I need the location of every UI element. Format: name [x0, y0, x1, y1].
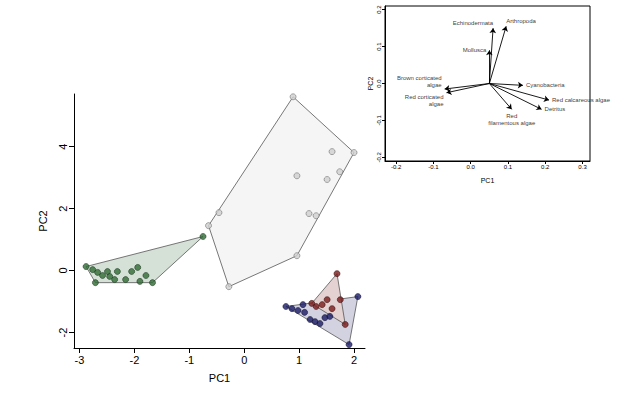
svg-text:0.0: 0.0	[376, 79, 382, 88]
svg-text:1: 1	[296, 354, 302, 366]
svg-text:Arthropoda: Arthropoda	[506, 18, 536, 24]
svg-text:PC2: PC2	[37, 210, 49, 231]
svg-text:0: 0	[57, 267, 69, 273]
svg-text:Cyanobacteria: Cyanobacteria	[526, 82, 565, 88]
svg-text:-3: -3	[75, 354, 85, 366]
svg-text:0: 0	[241, 354, 247, 366]
svg-text:2: 2	[57, 206, 69, 212]
svg-text:PC1: PC1	[209, 372, 230, 384]
svg-text:-2: -2	[130, 354, 140, 366]
svg-text:algae: algae	[427, 82, 442, 88]
svg-text:2: 2	[351, 354, 357, 366]
svg-text:PC1: PC1	[481, 177, 495, 184]
svg-text:4: 4	[57, 144, 69, 150]
svg-text:0.0: 0.0	[467, 164, 476, 170]
svg-text:-1: -1	[184, 354, 194, 366]
svg-text:algae: algae	[429, 101, 444, 107]
svg-text:-2: -2	[57, 328, 69, 338]
svg-text:-0.2: -0.2	[376, 151, 382, 162]
svg-text:Red: Red	[506, 113, 517, 119]
svg-text:0.2: 0.2	[541, 164, 550, 170]
svg-text:Echinodermata: Echinodermata	[453, 20, 494, 26]
svg-text:-0.2: -0.2	[391, 164, 402, 170]
svg-text:-0.1: -0.1	[428, 164, 439, 170]
svg-text:Mollusca: Mollusca	[463, 47, 487, 53]
svg-text:Red calcareous algae: Red calcareous algae	[552, 97, 611, 103]
svg-text:Brown corticated: Brown corticated	[397, 75, 442, 81]
svg-text:0.1: 0.1	[376, 42, 382, 51]
svg-text:Detritus: Detritus	[545, 106, 566, 112]
svg-text:Red corticated: Red corticated	[405, 94, 444, 100]
svg-text:-0.1: -0.1	[376, 115, 382, 126]
svg-text:PC2: PC2	[367, 77, 374, 91]
svg-text:0.1: 0.1	[504, 164, 513, 170]
svg-text:filamentous algae: filamentous algae	[488, 120, 536, 126]
svg-text:0.3: 0.3	[578, 164, 587, 170]
svg-text:0.2: 0.2	[376, 5, 382, 14]
